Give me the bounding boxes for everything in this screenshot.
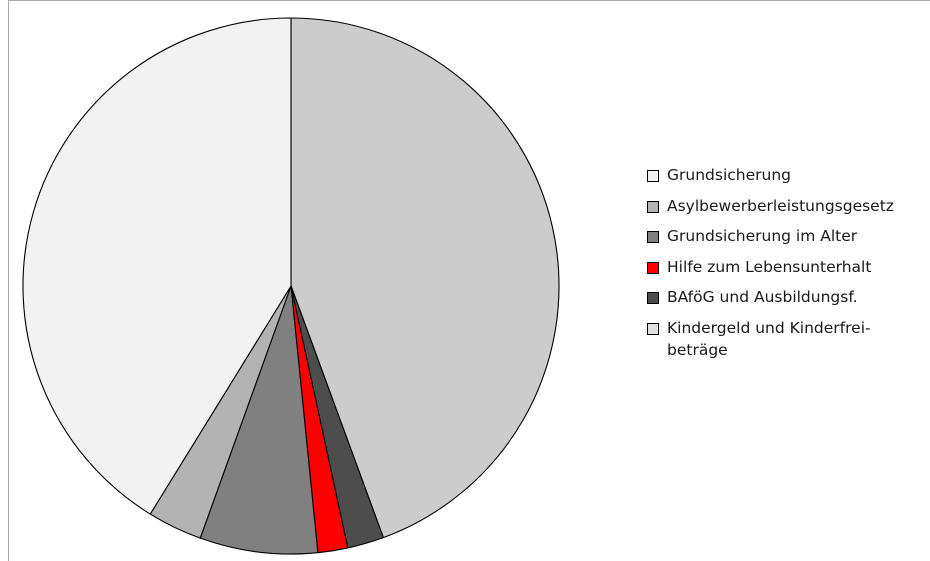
legend-label: Kindergeld und Kinderfrei- beträge xyxy=(667,318,871,359)
legend-item-grundsicherung: Grundsicherung xyxy=(647,164,917,186)
legend-swatch-kindergeld xyxy=(647,322,659,335)
legend-swatch-hilfe-zum-lebensunterhalt xyxy=(647,261,659,274)
legend-item-grundsicherung-im-alter: Grundsicherung im Alter xyxy=(647,225,917,247)
legend-label: Grundsicherung xyxy=(667,166,791,184)
legend-label: BAföG und Ausbildungsf. xyxy=(667,288,858,307)
legend-swatch-bafoeg xyxy=(647,292,659,305)
pie-slices xyxy=(22,17,560,555)
legend-item-hilfe-zum-lebensunterhalt: Hilfe zum Lebensunterhalt xyxy=(647,256,917,278)
legend-item-asylbewerberleistungsgesetz: Asylbewerberleistungsgesetz xyxy=(647,195,917,217)
legend-swatch-grundsicherung xyxy=(647,170,659,182)
pie-slice-3 xyxy=(199,285,319,555)
pie-slice-5 xyxy=(22,17,292,515)
legend-swatch-asylbewerberleistungsgesetz xyxy=(647,200,659,213)
legend-label: Grundsicherung im Alter xyxy=(667,227,858,246)
legend-item-bafoeg: BAföG und Ausbildungsf. xyxy=(647,286,917,308)
legend-swatch-grundsicherung-im-alter xyxy=(647,231,659,244)
legend-item-kindergeld: Kindergeld und Kinderfrei- beträge xyxy=(647,317,917,361)
legend-label: Hilfe zum Lebensunterhalt xyxy=(667,257,872,276)
pie-slice-0 xyxy=(290,17,560,539)
legend: Grundsicherung Asylbewerberleistungsgese… xyxy=(647,164,917,370)
legend-label: Asylbewerberleistungsgesetz xyxy=(667,196,894,215)
